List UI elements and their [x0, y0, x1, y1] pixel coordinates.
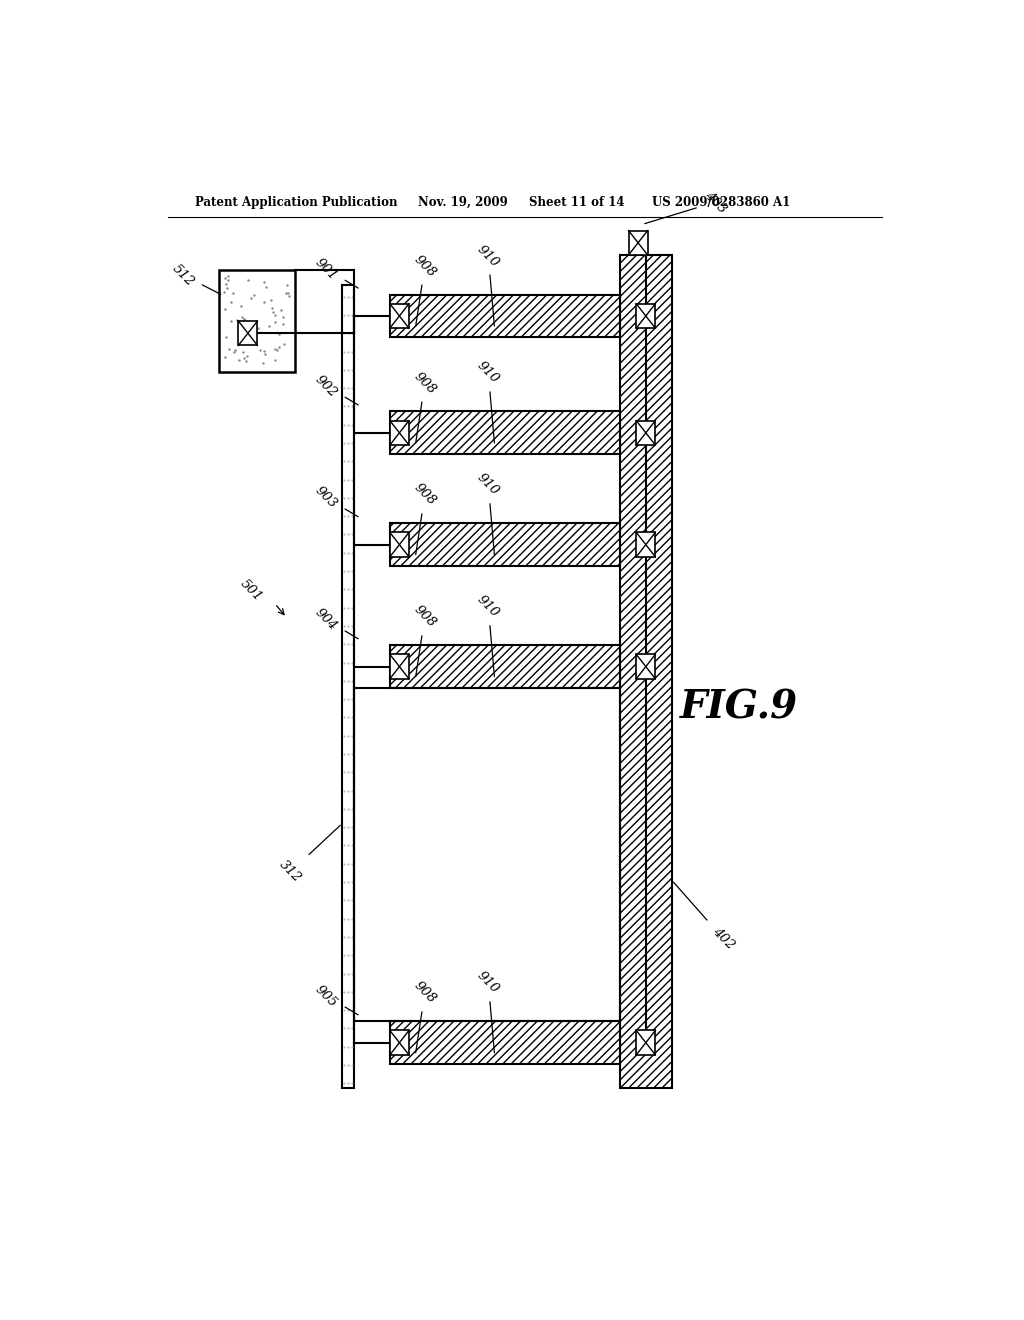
Text: 910: 910: [475, 471, 502, 554]
Text: 910: 910: [475, 359, 502, 444]
Bar: [636, 532, 655, 557]
Text: 901: 901: [313, 256, 358, 288]
Bar: [629, 231, 647, 255]
Text: FIG.9: FIG.9: [680, 688, 798, 726]
Text: 402: 402: [674, 882, 736, 952]
Bar: [636, 304, 655, 329]
Bar: [390, 304, 409, 329]
Text: Sheet 11 of 14: Sheet 11 of 14: [528, 195, 625, 209]
Text: Patent Application Publication: Patent Application Publication: [196, 195, 398, 209]
Bar: [636, 1031, 655, 1055]
Bar: [390, 532, 409, 557]
Text: 312: 312: [278, 825, 340, 886]
Bar: [636, 421, 655, 445]
Text: 910: 910: [475, 593, 502, 677]
Bar: [390, 294, 621, 338]
Bar: [390, 655, 409, 678]
Text: 902: 902: [313, 372, 358, 405]
Bar: [390, 645, 621, 688]
Bar: [390, 1022, 621, 1064]
Text: 512: 512: [170, 261, 221, 294]
Bar: [342, 285, 354, 1089]
Bar: [390, 421, 409, 445]
Text: 903: 903: [313, 484, 358, 517]
Text: US 2009/0283860 A1: US 2009/0283860 A1: [652, 195, 791, 209]
Text: 908: 908: [412, 482, 438, 554]
Text: 908: 908: [412, 252, 438, 326]
Text: 904: 904: [313, 606, 358, 639]
Text: 908: 908: [412, 979, 438, 1053]
Text: 905: 905: [313, 982, 358, 1015]
Text: 908: 908: [412, 603, 438, 677]
Text: 908: 908: [412, 370, 438, 444]
Text: 501: 501: [238, 577, 264, 603]
Text: 910: 910: [475, 969, 502, 1053]
Bar: [219, 271, 295, 372]
Bar: [390, 523, 621, 566]
Text: 403: 403: [645, 189, 729, 223]
Text: Nov. 19, 2009: Nov. 19, 2009: [418, 195, 508, 209]
Bar: [390, 1031, 409, 1055]
Bar: [636, 655, 655, 678]
Bar: [620, 255, 672, 1089]
Bar: [239, 321, 257, 346]
Text: 910: 910: [475, 243, 502, 326]
Bar: [390, 412, 621, 454]
